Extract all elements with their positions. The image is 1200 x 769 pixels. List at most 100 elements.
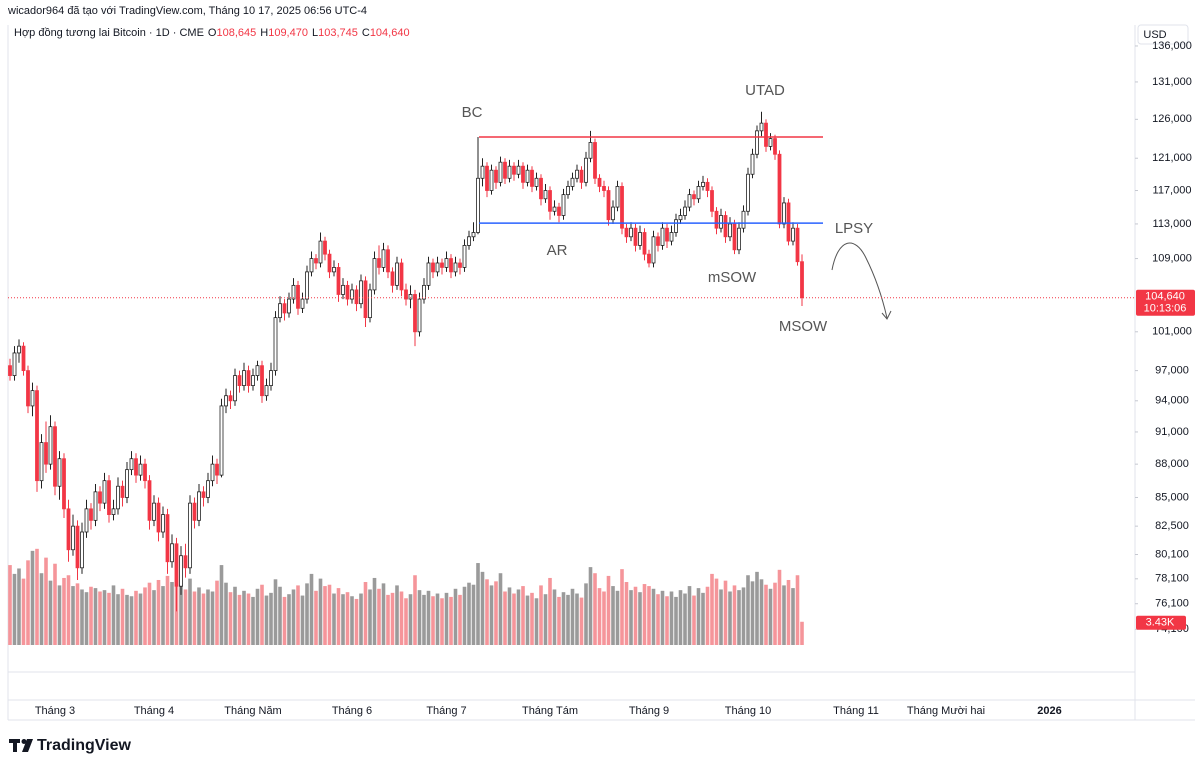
volume-bar: [138, 593, 143, 645]
volume-bar: [723, 580, 728, 645]
y-tick-label: 117,000: [1153, 184, 1192, 196]
volume-bar: [188, 578, 192, 645]
candle-body: [741, 210, 746, 229]
volume-bar: [521, 586, 525, 645]
volume-bar: [498, 573, 503, 645]
candle-body: [156, 502, 161, 533]
annotation: BC: [462, 104, 483, 121]
y-tick-label: 101,000: [1152, 326, 1192, 338]
candle-body: [62, 458, 66, 510]
candle-body: [579, 169, 584, 183]
candle-body: [98, 491, 102, 504]
candle-body: [399, 262, 404, 291]
candle-body: [692, 194, 696, 200]
volume-bar: [485, 579, 489, 645]
volume-bar: [476, 563, 480, 645]
y-tick-label: 121,000: [1152, 152, 1192, 164]
volume-bar: [471, 584, 476, 645]
candle-body: [422, 284, 426, 300]
header: wicador964 đã tạo với TradingView.com, T…: [8, 5, 368, 17]
volume-bar: [768, 588, 773, 645]
candle-body: [161, 514, 165, 533]
candle-body: [714, 210, 719, 229]
candle-body: [597, 177, 602, 187]
currency: USD: [1143, 29, 1166, 41]
volume-bar: [291, 589, 296, 645]
candle-body: [444, 258, 449, 268]
volume-bar: [386, 594, 390, 645]
candle-body: [255, 365, 260, 376]
volume-bar: [260, 584, 264, 645]
volume-bar: [237, 594, 242, 645]
candle-body: [332, 267, 336, 273]
volume-bar: [98, 591, 102, 645]
candle-body: [233, 375, 237, 402]
candle-body: [327, 253, 332, 273]
volume-bar: [179, 584, 183, 645]
candle-body: [201, 491, 206, 498]
volume-bar: [534, 598, 539, 645]
candle-body: [102, 480, 107, 504]
volume-bar: [633, 586, 638, 645]
x-tick-label: Tháng 3: [35, 705, 75, 717]
volume-bar: [773, 582, 777, 645]
price-tag: [1136, 289, 1195, 316]
candle-body: [264, 385, 269, 397]
candle-body: [12, 352, 17, 376]
candle-body: [318, 240, 323, 264]
candle-body: [147, 480, 152, 521]
candle-body: [768, 138, 773, 147]
candle-body: [296, 284, 300, 309]
volume-bar: [71, 586, 75, 645]
volume-bar: [377, 588, 381, 645]
candle-body: [197, 491, 201, 521]
volume-bar: [728, 591, 732, 645]
volume-bar: [269, 592, 273, 645]
candle-body: [287, 298, 291, 314]
volume-bar: [161, 586, 165, 645]
countdown: 10:13:06: [1144, 303, 1187, 315]
candle-body: [786, 202, 791, 242]
candle-body: [656, 236, 660, 246]
candle-body: [719, 215, 723, 229]
volume-bar: [462, 586, 467, 645]
volume-bar: [800, 621, 804, 645]
volume-bar: [125, 594, 129, 645]
annotation: MSOW: [779, 318, 828, 335]
volume-bar: [584, 583, 588, 645]
candle-body: [237, 375, 242, 386]
volume-bar: [251, 596, 255, 645]
candle-body: [638, 232, 642, 246]
candle-body: [674, 219, 678, 233]
candle-body: [773, 138, 777, 155]
candle-body: [449, 258, 453, 273]
volume-bar: [57, 585, 62, 645]
candle-body: [129, 458, 134, 471]
candle-body: [462, 245, 467, 268]
volume-bar: [89, 586, 93, 645]
volume-bar: [21, 578, 26, 645]
plot: [8, 111, 804, 645]
candle-body: [732, 223, 737, 251]
volume-bar: [12, 573, 17, 645]
candle-body: [179, 555, 183, 587]
candle-body: [543, 190, 548, 200]
volume-bar: [129, 596, 134, 645]
volume-bar: [552, 589, 557, 645]
volume-bar: [381, 583, 386, 645]
candle-body: [219, 405, 224, 476]
candle-body: [53, 426, 57, 487]
candle-body: [606, 190, 611, 221]
volume-bar: [170, 582, 174, 645]
volume-bar: [426, 590, 431, 645]
candle-body: [647, 253, 651, 264]
candle-body: [291, 284, 296, 300]
candle-body: [669, 232, 674, 242]
candle-body: [273, 317, 278, 372]
volume-bar: [710, 573, 714, 645]
candle-body: [66, 508, 71, 551]
y-tick-label: 94,000: [1155, 395, 1189, 407]
currency-box[interactable]: [1137, 24, 1189, 45]
volume-bar: [372, 577, 377, 645]
